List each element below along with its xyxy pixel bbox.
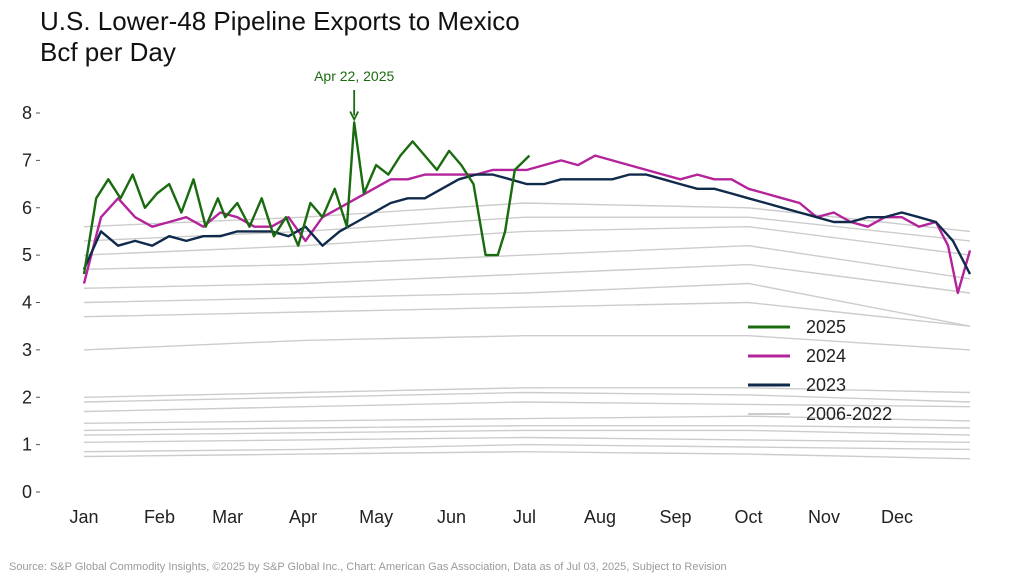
y-tick-label: 7 [22, 150, 32, 170]
y-tick-label: 5 [22, 245, 32, 265]
x-tick-label: Feb [144, 507, 175, 527]
series-line-2006-2022 [83, 225, 971, 256]
x-tick-label: Sep [659, 507, 691, 527]
series-line-2006-2022 [83, 391, 971, 403]
legend-label: 2024 [806, 346, 846, 366]
y-tick-label: 1 [22, 435, 32, 455]
series-line-2006-2022 [83, 450, 971, 460]
series-line-2006-2022 [83, 244, 971, 280]
source-note: Source: S&P Global Commodity Insights, ©… [9, 561, 727, 573]
series-line-2006-2022 [83, 301, 971, 327]
y-tick-label: 4 [22, 293, 32, 313]
series-line-2006-2022 [83, 429, 971, 436]
series-line-2006-2022 [83, 282, 971, 327]
x-tick-label: Nov [808, 507, 840, 527]
series-line-2006-2022 [83, 401, 971, 413]
x-tick-label: Jan [69, 507, 98, 527]
series-line-2023 [82, 173, 972, 275]
x-tick-label: Mar [212, 507, 243, 527]
y-tick-label: 3 [22, 340, 32, 360]
x-tick-label: Jul [513, 507, 536, 527]
annotation-arrowhead [349, 111, 359, 122]
y-tick-label: 0 [22, 482, 32, 502]
title-line-1: U.S. Lower-48 Pipeline Exports to Mexico [40, 6, 520, 36]
chart-title: U.S. Lower-48 Pipeline Exports to Mexico… [40, 6, 520, 68]
legend-label: 2006-2022 [806, 404, 892, 424]
y-tick-label: 2 [22, 387, 32, 407]
series-line-2006-2022 [83, 387, 971, 398]
y-tick-label: 6 [22, 198, 32, 218]
series-line-2006-2022 [83, 425, 971, 432]
legend-label: 2025 [806, 317, 846, 337]
series-line-2024 [82, 154, 972, 295]
x-tick-label: Oct [734, 507, 762, 527]
series-line-2006-2022 [83, 335, 971, 351]
x-tick-label: Jun [437, 507, 466, 527]
annotation-label: Apr 22, 2025 [314, 68, 394, 84]
y-tick-label: 8 [22, 103, 32, 123]
x-axis: Jan Feb Mar Apr May Jun Jul Aug Sep Oct Nov Dec [69, 507, 913, 527]
series-line-2006-2022 [83, 436, 971, 443]
legend: 2025 2024 2023 2006-2022 [748, 317, 892, 424]
series-line-2025 [82, 121, 531, 275]
series-line-2006-2022 [83, 263, 971, 294]
y-axis: 0 1 2 3 4 5 6 7 8 [22, 103, 40, 502]
title-line-2: Bcf per Day [40, 37, 176, 67]
x-tick-label: May [359, 507, 393, 527]
annotation: Apr 22, 2025 [314, 68, 394, 122]
x-tick-label: Dec [881, 507, 913, 527]
x-tick-label: Apr [289, 507, 317, 527]
series-lines [82, 121, 972, 295]
x-tick-label: Aug [584, 507, 616, 527]
series-line-2006-2022 [83, 415, 971, 424]
line-chart: 0 1 2 3 4 5 6 7 8 Jan Feb Mar Apr May Jun Jul Aug Sep Oct… [22, 68, 972, 527]
series-line-2006-2022 [83, 443, 971, 453]
legend-label: 2023 [806, 375, 846, 395]
